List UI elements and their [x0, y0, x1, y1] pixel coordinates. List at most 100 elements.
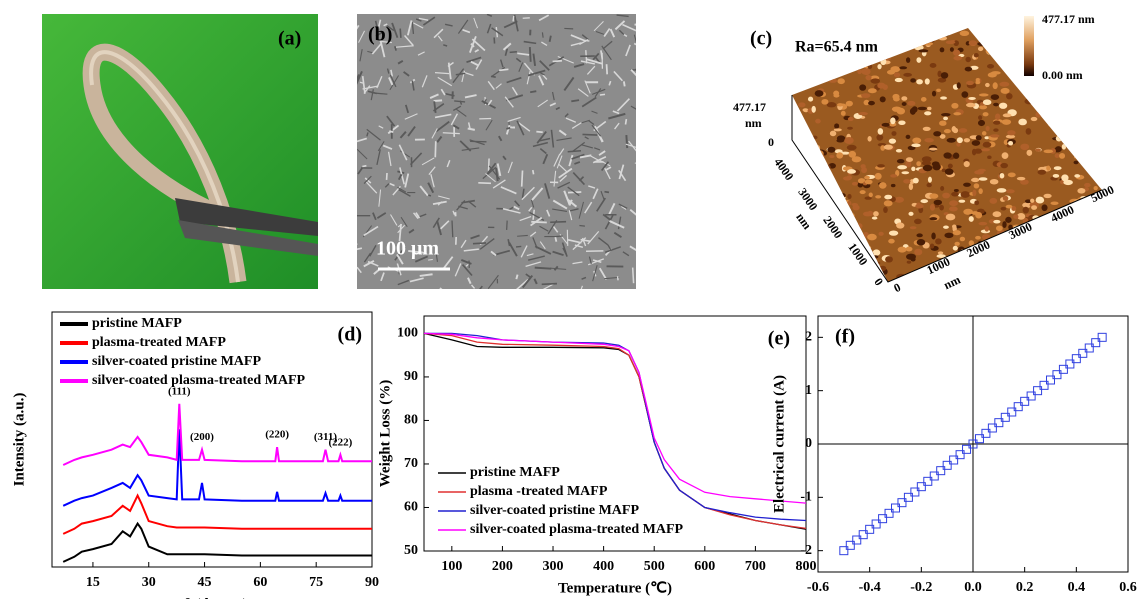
texture — [533, 170, 534, 174]
texture — [1097, 179, 1103, 185]
texture — [798, 102, 805, 107]
texture — [938, 36, 947, 40]
y-unit: nm — [793, 210, 814, 232]
texture — [972, 149, 976, 156]
texture — [530, 91, 536, 92]
texture — [1013, 259, 1019, 265]
texture — [582, 134, 597, 135]
texture — [790, 231, 799, 235]
texture — [1033, 102, 1038, 107]
x-tick-label: 0.2 — [1016, 580, 1034, 595]
texture — [793, 280, 803, 285]
texture — [452, 221, 453, 238]
texture — [953, 246, 958, 251]
texture — [885, 35, 892, 42]
texture — [921, 199, 929, 203]
x-tick-label: 90 — [365, 575, 379, 590]
texture — [1087, 153, 1096, 156]
texture — [1007, 130, 1015, 135]
texture — [978, 188, 982, 194]
texture — [837, 193, 846, 198]
texture — [886, 24, 892, 29]
texture — [884, 200, 893, 206]
texture — [865, 75, 871, 80]
texture — [924, 111, 931, 115]
texture — [906, 135, 911, 139]
texture — [1038, 38, 1043, 41]
texture — [974, 53, 979, 57]
texture — [876, 24, 883, 30]
texture — [993, 103, 999, 107]
texture — [1013, 32, 1018, 35]
texture — [1093, 160, 1097, 164]
texture — [893, 97, 900, 102]
texture — [1078, 262, 1083, 266]
texture — [944, 32, 949, 36]
texture — [825, 240, 835, 243]
texture — [792, 262, 798, 268]
texture — [1002, 119, 1011, 125]
texture — [915, 24, 920, 29]
texture — [1080, 29, 1085, 35]
texture — [931, 233, 935, 240]
texture — [1068, 243, 1075, 246]
texture — [931, 279, 940, 284]
z-min: 0 — [768, 135, 774, 149]
texture — [1038, 261, 1044, 264]
texture — [986, 48, 993, 54]
texture — [817, 150, 824, 156]
texture — [1097, 265, 1105, 270]
y-axis-label: Weight Loss (%) — [377, 380, 393, 488]
texture — [1084, 183, 1090, 187]
texture — [1089, 166, 1096, 170]
texture — [930, 63, 937, 68]
x-tick-label: 600 — [694, 559, 715, 574]
texture — [923, 42, 933, 46]
texture — [1069, 82, 1074, 89]
texture — [829, 270, 835, 276]
texture — [941, 113, 951, 116]
texture — [808, 77, 816, 81]
texture — [899, 66, 907, 69]
texture — [1067, 283, 1076, 287]
texture — [897, 159, 905, 163]
texture — [833, 60, 842, 65]
texture — [536, 132, 542, 133]
texture — [1009, 249, 1018, 254]
texture — [889, 138, 896, 143]
texture — [1082, 229, 1090, 235]
texture — [963, 183, 971, 187]
texture — [1081, 52, 1089, 56]
texture — [1096, 168, 1102, 171]
texture — [961, 91, 968, 98]
texture — [865, 180, 873, 185]
texture — [1089, 122, 1093, 125]
texture — [1076, 227, 1085, 232]
texture — [1016, 242, 1026, 245]
texture — [1089, 29, 1097, 33]
texture — [857, 69, 861, 74]
texture — [860, 164, 865, 168]
texture — [635, 69, 645, 73]
texture — [1082, 249, 1090, 256]
axis-tick-label: 0 — [871, 275, 886, 288]
texture — [953, 230, 961, 235]
texture — [1017, 73, 1021, 77]
texture — [806, 67, 813, 74]
texture — [948, 164, 953, 169]
texture — [1074, 155, 1078, 159]
texture — [522, 171, 523, 187]
texture — [1068, 229, 1076, 233]
texture — [986, 126, 990, 131]
texture — [1089, 52, 1096, 58]
texture — [959, 128, 968, 133]
roughness: Ra=65.4 nm — [795, 39, 879, 56]
texture — [1089, 118, 1096, 122]
texture — [917, 239, 926, 245]
texture — [916, 233, 922, 237]
texture — [821, 199, 828, 203]
texture — [918, 49, 928, 52]
texture — [960, 237, 965, 241]
texture — [916, 202, 920, 206]
texture — [1053, 122, 1061, 129]
